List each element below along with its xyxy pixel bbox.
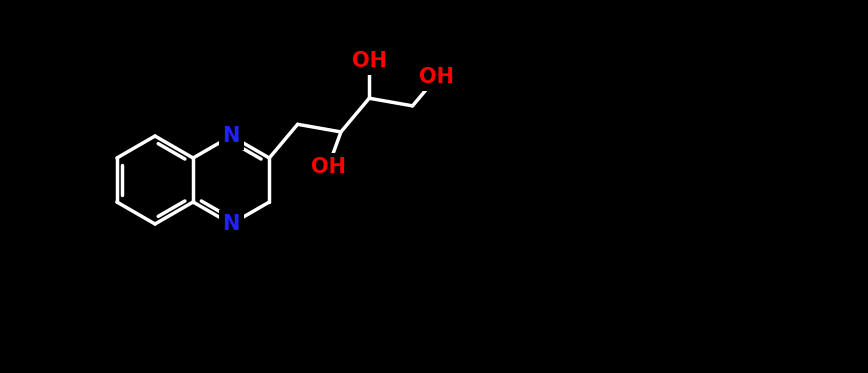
Text: N: N — [222, 214, 240, 234]
Text: OH: OH — [419, 67, 454, 87]
Text: OH: OH — [352, 51, 387, 71]
Text: OH: OH — [311, 157, 345, 177]
Text: N: N — [222, 126, 240, 146]
